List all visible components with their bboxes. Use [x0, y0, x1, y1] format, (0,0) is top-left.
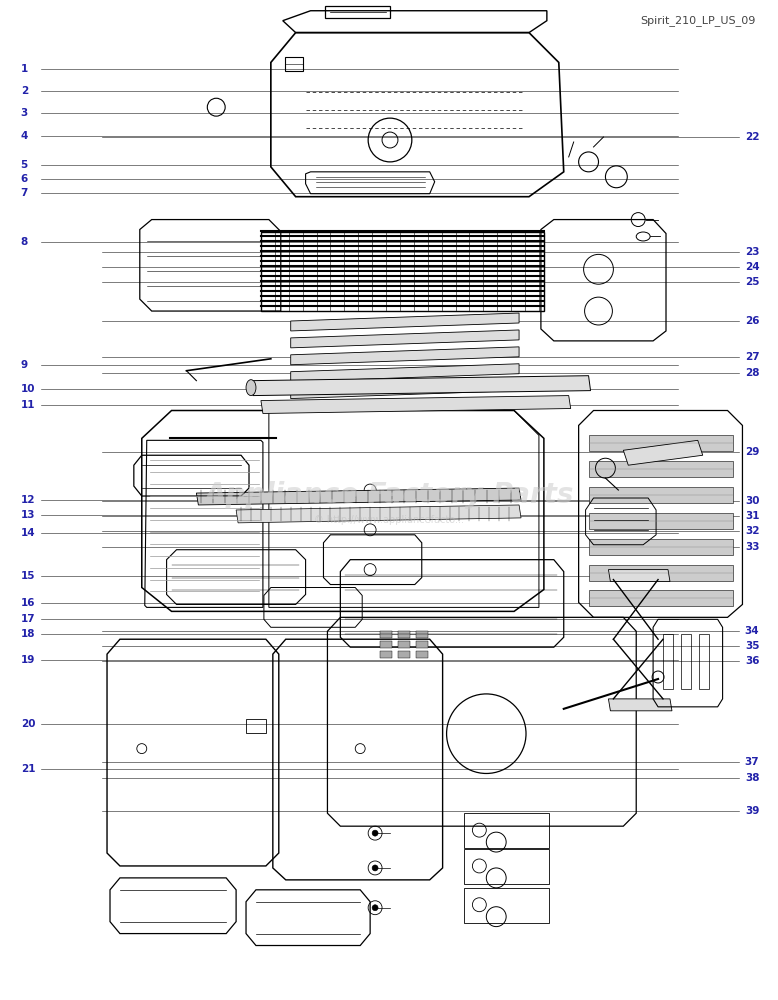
- Text: 26: 26: [745, 316, 759, 326]
- Polygon shape: [291, 381, 519, 399]
- Text: 32: 32: [745, 526, 759, 536]
- Text: 39: 39: [745, 806, 759, 816]
- Text: 37: 37: [745, 757, 759, 767]
- Text: 18: 18: [21, 629, 35, 639]
- Text: 31: 31: [745, 511, 759, 521]
- Bar: [246, 719, 266, 733]
- Text: 13: 13: [21, 510, 35, 520]
- Bar: [415, 651, 428, 658]
- Polygon shape: [623, 440, 703, 465]
- Text: 29: 29: [745, 447, 759, 457]
- Text: 8: 8: [21, 237, 28, 247]
- Text: Appliance Factory Parts: Appliance Factory Parts: [205, 481, 573, 509]
- Text: 5: 5: [21, 160, 28, 170]
- Ellipse shape: [246, 380, 256, 396]
- Bar: [464, 813, 548, 848]
- Text: 25: 25: [745, 277, 759, 287]
- Text: 10: 10: [21, 384, 35, 394]
- Polygon shape: [608, 699, 672, 711]
- Text: 27: 27: [745, 352, 759, 362]
- Bar: [285, 57, 303, 71]
- Circle shape: [372, 865, 378, 871]
- Text: 2: 2: [21, 86, 28, 96]
- Text: 11: 11: [21, 400, 35, 410]
- Circle shape: [372, 830, 378, 836]
- Polygon shape: [291, 313, 519, 331]
- Polygon shape: [589, 513, 733, 529]
- Text: 38: 38: [745, 773, 759, 783]
- Bar: [261, 232, 544, 311]
- Text: 14: 14: [21, 528, 35, 538]
- Bar: [415, 631, 428, 638]
- Bar: [325, 6, 390, 18]
- Text: 19: 19: [21, 655, 35, 665]
- Text: 23: 23: [745, 247, 759, 257]
- Text: 30: 30: [745, 496, 759, 506]
- Text: 22: 22: [745, 132, 759, 142]
- Text: Spirit_210_LP_US_09: Spirit_210_LP_US_09: [640, 15, 755, 26]
- Text: 33: 33: [745, 542, 759, 552]
- Text: 17: 17: [21, 614, 35, 624]
- Text: © http://www.appliancefacto...: © http://www.appliancefacto...: [314, 515, 464, 525]
- Bar: [663, 634, 673, 689]
- Polygon shape: [589, 435, 733, 451]
- Text: 7: 7: [21, 188, 28, 198]
- Polygon shape: [291, 347, 519, 365]
- Text: 16: 16: [21, 598, 35, 608]
- Text: 12: 12: [21, 495, 35, 505]
- Bar: [464, 849, 548, 884]
- Polygon shape: [291, 330, 519, 348]
- Text: 1: 1: [21, 64, 28, 74]
- Polygon shape: [608, 570, 670, 582]
- Polygon shape: [251, 376, 591, 396]
- Text: 4: 4: [21, 131, 28, 141]
- Bar: [415, 641, 428, 648]
- Bar: [398, 641, 410, 648]
- Text: 20: 20: [21, 719, 35, 729]
- Polygon shape: [236, 505, 521, 523]
- Bar: [398, 631, 410, 638]
- Text: 28: 28: [745, 368, 759, 378]
- Bar: [398, 651, 410, 658]
- Polygon shape: [589, 590, 733, 606]
- Bar: [380, 641, 392, 648]
- Text: 15: 15: [21, 571, 35, 581]
- Text: 36: 36: [745, 656, 759, 666]
- Bar: [380, 651, 392, 658]
- Polygon shape: [589, 539, 733, 555]
- Bar: [464, 888, 548, 923]
- Bar: [699, 634, 709, 689]
- Bar: [380, 631, 392, 638]
- Polygon shape: [291, 364, 519, 382]
- Text: 3: 3: [21, 108, 28, 118]
- Polygon shape: [589, 461, 733, 477]
- Text: 34: 34: [745, 626, 759, 636]
- Text: 21: 21: [21, 764, 35, 774]
- Text: 35: 35: [745, 641, 759, 651]
- Circle shape: [372, 905, 378, 911]
- Bar: [681, 634, 691, 689]
- Text: 9: 9: [21, 360, 28, 370]
- Polygon shape: [589, 565, 733, 581]
- Text: 6: 6: [21, 174, 28, 184]
- Polygon shape: [196, 488, 521, 505]
- Text: 24: 24: [745, 262, 759, 272]
- Polygon shape: [261, 396, 571, 413]
- Polygon shape: [589, 487, 733, 503]
